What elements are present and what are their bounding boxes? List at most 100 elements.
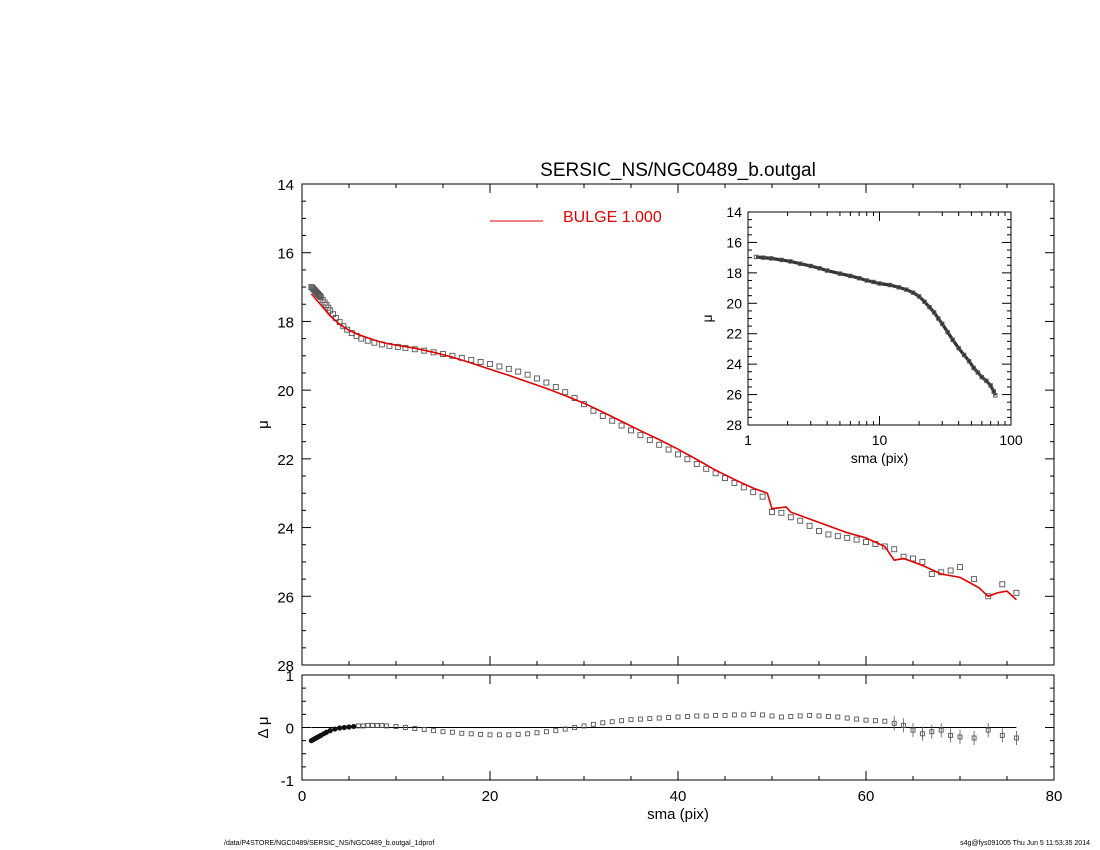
data-point (599, 412, 606, 419)
residual-point (891, 720, 897, 726)
inset-data-point (950, 337, 955, 342)
data-point (881, 543, 888, 550)
residual-point (854, 716, 860, 722)
inset-data-point (956, 345, 961, 351)
inset-y-tick-label: 16 (726, 234, 742, 250)
data-point (825, 531, 832, 538)
residual-point (355, 723, 361, 729)
inset-background (748, 212, 1011, 425)
inset-data-point (877, 281, 882, 286)
data-point (910, 555, 916, 562)
residual-point (666, 715, 672, 720)
inset-data-point (966, 358, 972, 364)
residual-point (619, 718, 625, 724)
data-point (344, 326, 351, 333)
x-tick-label: 0 (298, 788, 306, 805)
residual-point (825, 714, 831, 719)
data-point (684, 456, 691, 463)
residual-point (985, 727, 991, 733)
residual-point (478, 731, 484, 737)
inset-data-point (927, 304, 932, 310)
data-point (340, 323, 347, 330)
bulge-model-line (310, 293, 1017, 601)
x-tick-label: 80 (1046, 788, 1063, 805)
data-point (797, 517, 804, 524)
data-point (693, 461, 700, 467)
inset-data-point (760, 255, 766, 260)
residual-point (694, 713, 700, 719)
residual-point (609, 719, 615, 725)
footer-filepath: /data/P4STORE/NGC0489/SERSIC_NS/NGC0489_… (224, 840, 435, 847)
data-point (731, 479, 738, 486)
inset-data-point (922, 299, 927, 304)
residual-point (816, 713, 822, 719)
inset-y-tick-label: 26 (726, 387, 742, 403)
data-point (496, 363, 503, 370)
inset-data-point (984, 378, 989, 384)
residual-point (929, 729, 935, 735)
inset-data-point (864, 278, 869, 283)
x-axis-label: sma (pix) (647, 806, 709, 823)
residual-point (506, 732, 512, 738)
residual-point (487, 732, 493, 738)
residual-point (919, 731, 925, 737)
data-point (891, 546, 898, 553)
inset-y-tick-label: 14 (726, 204, 742, 220)
data-point (1013, 589, 1020, 596)
residual-y-tick-label: 0 (286, 721, 294, 738)
residual-point (1013, 735, 1019, 741)
residual-y-tick-label: 1 (286, 668, 294, 685)
inset-y-tick-label: 22 (726, 326, 742, 342)
residual-point (553, 728, 559, 734)
residual-point (703, 713, 709, 719)
residual-point (971, 735, 977, 741)
inset-data-point (916, 294, 922, 299)
residual-point (525, 731, 531, 737)
residual-point (910, 727, 916, 733)
inset-x-tick-label: 100 (999, 432, 1023, 448)
data-point (394, 343, 401, 350)
chart-title: SERSIC_NS/NGC0489_b.outgal (540, 160, 816, 181)
data-point (487, 361, 493, 367)
data-point (928, 571, 935, 577)
inset-y-tick-label: 18 (726, 265, 742, 281)
y-axis-label: μ (255, 420, 272, 429)
inset-data-point (971, 365, 976, 371)
data-point (834, 533, 841, 540)
y-tick-label: 24 (277, 521, 294, 538)
inset-data-point (753, 254, 759, 260)
residual-point (581, 723, 587, 729)
y-tick-label: 22 (277, 452, 294, 469)
residual-y-axis-label: Δ μ (255, 716, 272, 738)
residual-point (844, 715, 850, 721)
data-point (863, 539, 869, 545)
data-point (477, 359, 484, 365)
data-point (646, 437, 653, 443)
data-point (665, 446, 672, 453)
residual-point (637, 716, 643, 722)
inset-data-point (979, 374, 985, 380)
data-point (787, 514, 794, 521)
residual-point (370, 722, 375, 728)
residual-point (496, 732, 502, 738)
inset-x-tick-label: 1 (744, 432, 752, 448)
residual-point (412, 726, 418, 731)
data-point (947, 567, 954, 574)
residual-point (835, 714, 841, 720)
inset-data-point (961, 352, 967, 358)
inset-data-point (837, 271, 843, 276)
residual-point (332, 726, 338, 732)
inset-data-point (936, 316, 941, 321)
inset-data-point (896, 285, 901, 290)
residual-point (872, 718, 878, 724)
data-point (919, 558, 926, 565)
inset-y-tick-label: 24 (726, 356, 742, 372)
data-point (402, 344, 409, 351)
inset-data-point (945, 329, 950, 335)
residual-point (534, 730, 540, 736)
residual-point (760, 712, 766, 718)
residual-point (515, 731, 521, 737)
residual-point (600, 720, 606, 726)
data-point (524, 371, 531, 378)
